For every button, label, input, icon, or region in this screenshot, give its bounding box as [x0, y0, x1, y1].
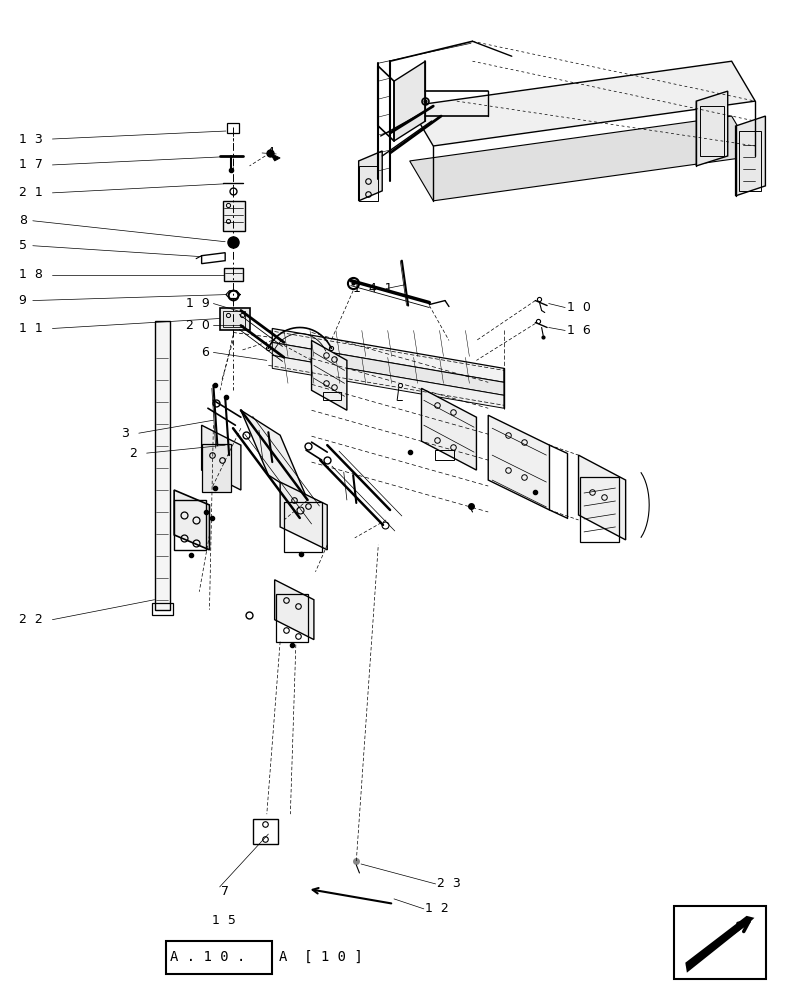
Polygon shape: [174, 490, 210, 550]
Bar: [580, 477, 619, 542]
Polygon shape: [422, 388, 477, 470]
Text: 1  1: 1 1: [19, 322, 43, 335]
Polygon shape: [311, 340, 347, 410]
Bar: [739, 131, 761, 191]
Polygon shape: [359, 151, 382, 201]
Polygon shape: [410, 61, 755, 146]
Text: 1  8: 1 8: [19, 268, 43, 281]
Text: 2  3: 2 3: [437, 877, 461, 890]
Text: 1  3: 1 3: [19, 133, 43, 146]
Polygon shape: [697, 91, 728, 166]
Polygon shape: [275, 580, 314, 640]
Bar: [152, 603, 173, 615]
Text: 1  5: 1 5: [212, 914, 236, 927]
Bar: [154, 321, 170, 610]
Polygon shape: [489, 415, 549, 510]
Bar: [174, 500, 206, 550]
Text: 8: 8: [19, 214, 27, 227]
Polygon shape: [223, 201, 245, 231]
Text: 5: 5: [19, 239, 27, 252]
Polygon shape: [273, 355, 504, 408]
Polygon shape: [202, 425, 241, 490]
Polygon shape: [394, 61, 426, 141]
Polygon shape: [410, 116, 755, 201]
Polygon shape: [224, 268, 243, 281]
Bar: [277, 594, 307, 642]
Bar: [227, 123, 240, 133]
Text: 2  0: 2 0: [186, 319, 210, 332]
Polygon shape: [220, 308, 250, 330]
Polygon shape: [283, 340, 293, 365]
Text: 2: 2: [129, 447, 137, 460]
Polygon shape: [735, 116, 765, 196]
Polygon shape: [578, 455, 626, 540]
Text: 2  2: 2 2: [19, 613, 43, 626]
Text: 1  2: 1 2: [426, 902, 449, 915]
Text: 7: 7: [221, 885, 229, 898]
Bar: [202, 444, 232, 492]
Polygon shape: [241, 410, 307, 500]
Text: 6: 6: [202, 346, 210, 359]
Polygon shape: [273, 328, 504, 382]
Text: 1  0: 1 0: [567, 301, 591, 314]
Bar: [359, 166, 378, 201]
Text: 1  6: 1 6: [567, 324, 590, 337]
Text: A . 1 0 .: A . 1 0 .: [170, 950, 246, 964]
Text: 2  1: 2 1: [19, 186, 43, 199]
Polygon shape: [273, 342, 504, 395]
Bar: [253, 819, 278, 844]
Polygon shape: [686, 916, 754, 973]
Polygon shape: [281, 482, 327, 550]
Bar: [284, 502, 322, 552]
Text: 1  9: 1 9: [186, 297, 210, 310]
Text: 9: 9: [19, 294, 27, 307]
Text: 1  7: 1 7: [19, 158, 43, 171]
Text: 1  4  1: 1 4 1: [353, 282, 392, 295]
Bar: [435, 450, 455, 460]
Text: 4: 4: [267, 146, 275, 159]
Polygon shape: [270, 153, 281, 161]
Bar: [166, 941, 273, 974]
Bar: [223, 311, 245, 327]
Bar: [674, 906, 766, 979]
Text: A  [ 1 0 ]: A [ 1 0 ]: [279, 950, 362, 964]
Text: 3: 3: [121, 427, 129, 440]
Bar: [701, 106, 724, 156]
Bar: [323, 392, 340, 400]
